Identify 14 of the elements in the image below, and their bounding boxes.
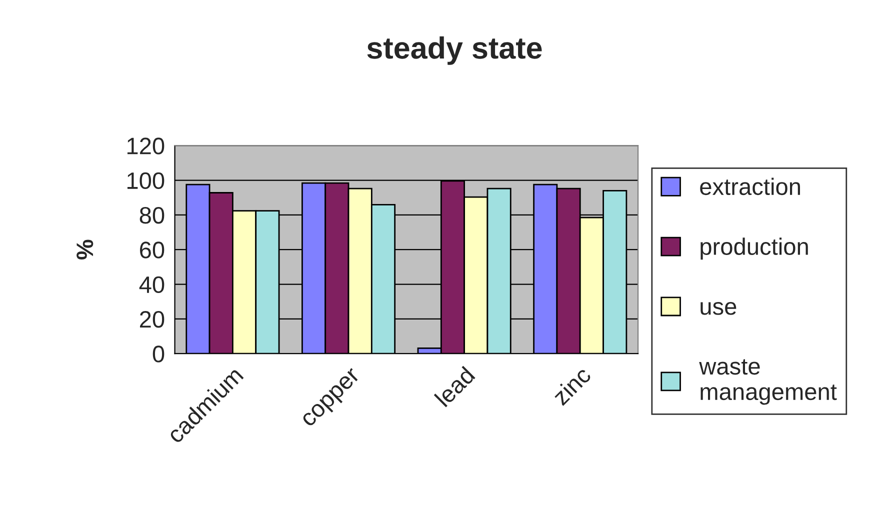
- legend-label: use: [700, 302, 736, 315]
- y-tick-label: 120: [127, 138, 164, 154]
- legend-label: extraction: [700, 178, 800, 196]
- y-tick-label: 80: [140, 207, 164, 224]
- y-tick-label: 40: [139, 276, 164, 294]
- y-tick-label: 20: [140, 311, 164, 328]
- legend-label: waste management: [699, 359, 837, 405]
- y-tick-label: 0: [152, 346, 164, 362]
- y-tick-label: 60: [140, 242, 164, 258]
- chart-title: steady state: [367, 36, 542, 65]
- y-tick-label: 100: [127, 172, 164, 190]
- x-tick-label: zinc: [551, 365, 592, 406]
- legend-label: production: [700, 238, 808, 260]
- y-axis-title: %: [76, 240, 94, 260]
